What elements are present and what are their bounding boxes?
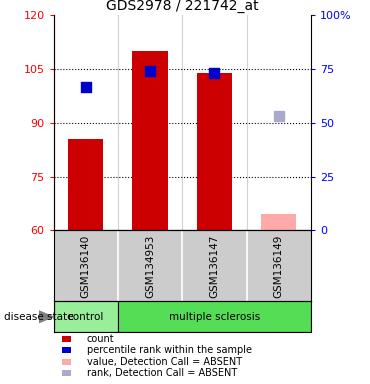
Text: GSM134953: GSM134953 xyxy=(145,234,155,298)
Text: rank, Detection Call = ABSENT: rank, Detection Call = ABSENT xyxy=(87,368,237,378)
Point xyxy=(211,70,217,76)
Bar xyxy=(62,359,71,365)
Text: count: count xyxy=(87,334,115,344)
Bar xyxy=(54,301,118,332)
Point xyxy=(276,113,282,119)
Text: multiple sclerosis: multiple sclerosis xyxy=(169,312,260,322)
Bar xyxy=(118,301,311,332)
Bar xyxy=(62,347,71,353)
Bar xyxy=(68,139,104,230)
Text: control: control xyxy=(68,312,104,322)
Text: GSM136140: GSM136140 xyxy=(81,234,91,298)
Bar xyxy=(62,370,71,376)
Polygon shape xyxy=(39,311,53,323)
Point xyxy=(147,68,153,74)
Text: disease state: disease state xyxy=(4,312,73,322)
Bar xyxy=(132,51,168,230)
Title: GDS2978 / 221742_at: GDS2978 / 221742_at xyxy=(106,0,259,13)
Text: value, Detection Call = ABSENT: value, Detection Call = ABSENT xyxy=(87,357,242,367)
Point xyxy=(83,84,89,90)
Bar xyxy=(197,73,232,230)
Bar xyxy=(261,214,296,230)
Text: GSM136149: GSM136149 xyxy=(274,234,284,298)
Text: GSM136147: GSM136147 xyxy=(209,234,219,298)
Text: percentile rank within the sample: percentile rank within the sample xyxy=(87,345,252,355)
Bar xyxy=(62,336,71,342)
